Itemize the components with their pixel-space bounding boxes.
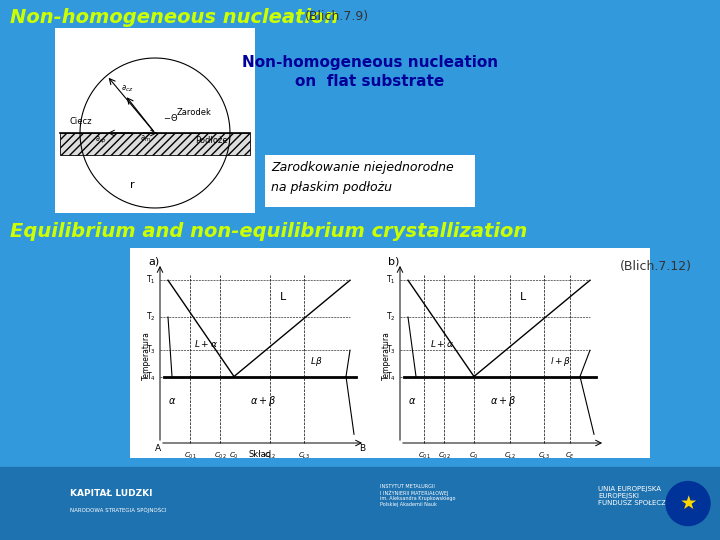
Text: $C_E$: $C_E$ bbox=[565, 451, 575, 461]
Text: INSTYTUT METALURGII
I INŻYNIERII MATERIAŁOWEJ
im. Aleksandra Krupkowskiego
Polsk: INSTYTUT METALURGII I INŻYNIERII MATERIA… bbox=[380, 484, 456, 507]
Text: $\partial_m$: $\partial_m$ bbox=[140, 134, 151, 145]
Text: $\alpha$: $\alpha$ bbox=[168, 396, 176, 407]
Text: B: B bbox=[359, 444, 365, 453]
Text: T$_4$: T$_4$ bbox=[386, 370, 396, 383]
Text: $C_0$: $C_0$ bbox=[229, 451, 239, 461]
Text: KAPITAŁ LUDZKI: KAPITAŁ LUDZKI bbox=[70, 489, 153, 498]
Text: T$_1$: T$_1$ bbox=[387, 274, 396, 287]
Text: $C_0$: $C_0$ bbox=[469, 451, 479, 461]
Text: Zarodek: Zarodek bbox=[177, 108, 212, 117]
Text: na płaskim podłożu: na płaskim podłożu bbox=[271, 181, 392, 194]
Text: $L\beta$: $L\beta$ bbox=[310, 355, 323, 368]
Bar bbox=[130, 248, 650, 458]
Text: (Blich.7.9): (Blich.7.9) bbox=[305, 10, 369, 23]
Text: T$_2$: T$_2$ bbox=[146, 310, 156, 323]
Text: b): b) bbox=[388, 256, 400, 266]
Text: T$_2$: T$_2$ bbox=[387, 310, 396, 323]
Text: $\partial_{cp}$: $\partial_{cp}$ bbox=[95, 134, 107, 145]
Text: T$_3$: T$_3$ bbox=[146, 344, 156, 356]
Text: $\alpha+\beta$: $\alpha+\beta$ bbox=[250, 395, 276, 408]
Text: Skład: Skład bbox=[248, 450, 271, 459]
Text: $\alpha$: $\alpha$ bbox=[408, 396, 416, 407]
Text: Zarodkowanie niejednorodne: Zarodkowanie niejednorodne bbox=[271, 161, 454, 174]
Bar bbox=[265, 155, 475, 207]
Text: UNIA EUROPEJSKA
EUROPEJSKI
FUNDUSZ SPOŁECZNY: UNIA EUROPEJSKA EUROPEJSKI FUNDUSZ SPOŁE… bbox=[598, 485, 675, 505]
Text: $-\Theta$: $-\Theta$ bbox=[163, 112, 178, 123]
Text: Temperatura: Temperatura bbox=[382, 331, 390, 380]
Text: $C_{L2}$: $C_{L2}$ bbox=[504, 451, 516, 461]
Text: $\partial_{cz}$: $\partial_{cz}$ bbox=[120, 84, 133, 94]
Circle shape bbox=[666, 482, 710, 525]
Text: L: L bbox=[280, 292, 287, 301]
Bar bbox=[0, 467, 720, 540]
Text: L: L bbox=[520, 292, 526, 301]
Bar bbox=[55, 28, 255, 213]
Text: $C_{01}$: $C_{01}$ bbox=[418, 451, 431, 461]
Text: T$_4$: T$_4$ bbox=[146, 370, 156, 383]
Text: Non-homogeneous nucleation: Non-homogeneous nucleation bbox=[10, 8, 338, 27]
Text: ★: ★ bbox=[679, 494, 697, 513]
Text: $L+\alpha$: $L+\alpha$ bbox=[430, 338, 454, 349]
Text: Ciecz: Ciecz bbox=[70, 117, 92, 125]
Text: a): a) bbox=[148, 256, 159, 266]
Text: $C_{L3}$: $C_{L3}$ bbox=[538, 451, 550, 461]
Text: A: A bbox=[155, 444, 161, 453]
Text: $C_{02}$: $C_{02}$ bbox=[214, 451, 226, 461]
Text: $C_{L3}$: $C_{L3}$ bbox=[298, 451, 310, 461]
Text: T$_3$: T$_3$ bbox=[386, 344, 396, 356]
Text: (Blich.7.12): (Blich.7.12) bbox=[620, 260, 692, 273]
Text: Podłoże: Podłoże bbox=[195, 136, 228, 145]
Text: $C_{01}$: $C_{01}$ bbox=[184, 451, 197, 461]
Text: $C_{02}$: $C_{02}$ bbox=[438, 451, 450, 461]
Text: T$_1$: T$_1$ bbox=[146, 274, 156, 287]
Text: Non-homogeneous nucleation: Non-homogeneous nucleation bbox=[242, 55, 498, 70]
Text: Equilibrium and non-equilibrium crystallization: Equilibrium and non-equilibrium crystall… bbox=[10, 222, 527, 241]
Text: $l+\beta$: $l+\beta$ bbox=[550, 355, 571, 368]
Text: NARODOWA STRATEGIA SPÓJNOŚCI: NARODOWA STRATEGIA SPÓJNOŚCI bbox=[70, 507, 166, 512]
Text: $L+\alpha$: $L+\alpha$ bbox=[194, 338, 218, 349]
Text: Temperatura: Temperatura bbox=[142, 331, 150, 380]
Bar bbox=[60, 133, 250, 155]
Text: $C_{L2}$: $C_{L2}$ bbox=[264, 451, 276, 461]
Text: on  flat substrate: on flat substrate bbox=[295, 74, 445, 89]
Text: r: r bbox=[130, 180, 135, 190]
Text: $\alpha+\beta$: $\alpha+\beta$ bbox=[490, 395, 516, 408]
